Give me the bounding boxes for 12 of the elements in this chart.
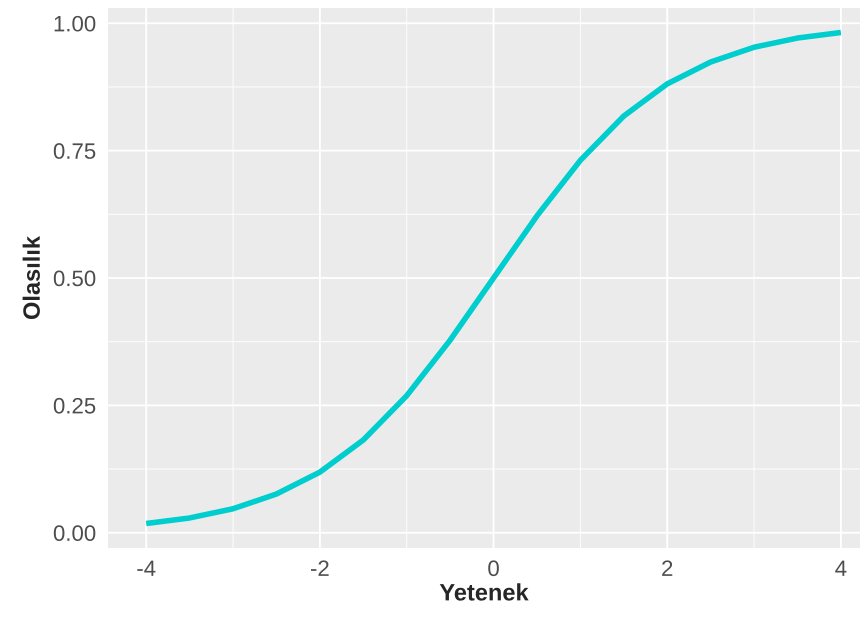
y-tick-label: 0.75 — [54, 143, 96, 159]
x-tick-label: 0 — [488, 560, 499, 576]
x-tick-label: 4 — [835, 560, 846, 576]
x-tick-label: -4 — [137, 560, 156, 576]
y-axis-title: Olasılık — [22, 236, 40, 320]
y-tick-label: 0.50 — [54, 270, 96, 286]
x-tick-label: 2 — [662, 560, 672, 576]
x-tick-label: -2 — [310, 560, 329, 576]
y-tick-label: 0.25 — [54, 398, 96, 414]
y-tick-label: 1.00 — [54, 16, 96, 32]
y-tick-label: 0.00 — [54, 525, 96, 541]
x-axis-title: Yetenek — [440, 583, 529, 601]
